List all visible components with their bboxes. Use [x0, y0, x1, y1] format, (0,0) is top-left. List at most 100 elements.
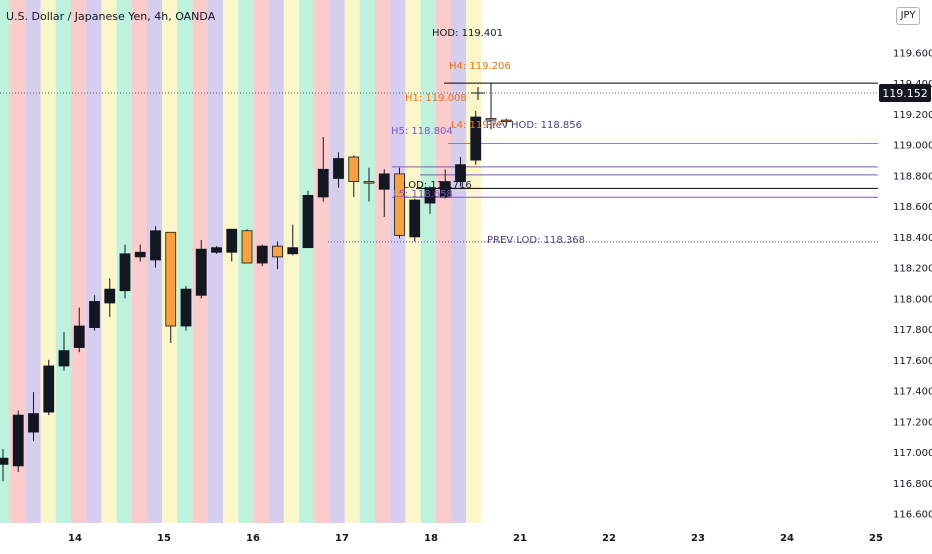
chart-title: U.S. Dollar / Japanese Yen, 4h, OANDA: [6, 10, 216, 23]
candle-body: [226, 228, 238, 253]
session-band: [25, 0, 41, 523]
candle-body: [73, 325, 85, 348]
price-tick-label: 118.200: [893, 264, 932, 275]
candle-body: [165, 231, 177, 327]
price-tick-label: 117.200: [893, 417, 932, 428]
candle-body: [439, 181, 451, 198]
candle-body: [180, 288, 192, 327]
last-price-value: 119.152: [882, 87, 928, 100]
candle-body: [485, 118, 497, 121]
session-band: [283, 0, 299, 523]
price-tick-label: 117.800: [893, 325, 932, 336]
time-tick-label: 14: [68, 533, 82, 544]
price-tick-label: 119.000: [893, 141, 932, 152]
candles: [0, 83, 512, 482]
candle-body: [58, 350, 70, 367]
time-tick-label: 25: [869, 533, 883, 544]
candle-body: [394, 173, 405, 236]
price-tick-label: 119.200: [893, 110, 932, 121]
candle-body: [150, 230, 161, 261]
price-tick-label: 116.800: [893, 479, 932, 490]
price-tick-label: 118.800: [893, 171, 932, 182]
candle-body: [302, 195, 314, 249]
time-tick-label: 15: [157, 533, 171, 544]
candle-body: [256, 245, 268, 264]
level-label: Prev HOD: 118.856: [486, 120, 582, 131]
candle-body: [287, 247, 299, 255]
candle-body: [409, 199, 421, 238]
session-band: [177, 0, 193, 523]
level-label: H5: 118.804: [391, 126, 453, 137]
level-label: LOD: 118.716: [403, 180, 472, 191]
session-band: [390, 0, 406, 523]
session-band: [299, 0, 315, 523]
candle-body: [119, 253, 131, 292]
candle-body: [470, 116, 482, 161]
session-band: [344, 0, 360, 523]
candle-body: [333, 158, 344, 179]
session-bands: [0, 0, 482, 523]
price-tick-label: 116.600: [893, 510, 932, 521]
time-axis: 14 15 16 17 18 21 22 23 24 25: [68, 533, 883, 544]
currency-button[interactable]: JPY: [896, 7, 920, 25]
candle-body: [363, 181, 375, 184]
candle-body: [134, 251, 146, 258]
level-label: L5: 118.658: [393, 189, 453, 200]
session-band: [0, 0, 11, 523]
candle-body: [272, 245, 283, 258]
session-band: [101, 0, 117, 523]
level-label: H1: 119.008: [405, 93, 467, 104]
session-band: [435, 0, 451, 523]
candle-body: [348, 156, 360, 182]
level-annotation: L4: 119.??: [451, 120, 502, 131]
level-annotation: H4: 119.206: [449, 61, 511, 72]
session-band: [329, 0, 345, 523]
session-band: [223, 0, 239, 523]
level-label: HOD: 119.401: [432, 28, 503, 39]
price-tick-label: 118.000: [893, 294, 932, 305]
candle-body: [378, 173, 390, 190]
session-band: [405, 0, 421, 523]
session-band: [86, 0, 102, 523]
level-lines: [328, 82, 878, 243]
price-tick-label: 118.600: [893, 202, 932, 213]
price-tick-label: 117.400: [893, 387, 932, 398]
session-band: [131, 0, 147, 523]
time-tick-label: 17: [335, 533, 349, 544]
session-band: [40, 0, 56, 523]
price-tick-label: 117.000: [893, 448, 932, 459]
session-band: [10, 0, 26, 523]
price-tick-label: 117.600: [893, 356, 932, 367]
last-price-badge: [879, 84, 931, 102]
session-band: [207, 0, 223, 523]
time-tick-label: 21: [513, 533, 527, 544]
level-label: PREV LOD: 118.368: [487, 235, 585, 246]
candle-body: [104, 288, 116, 304]
session-band: [147, 0, 163, 523]
session-band: [375, 0, 391, 523]
candle-body: [0, 457, 9, 465]
session-band: [314, 0, 330, 523]
candle-body: [195, 248, 207, 296]
candle-body: [28, 413, 39, 433]
time-tick-label: 16: [246, 533, 260, 544]
time-tick-label: 18: [424, 533, 438, 544]
price-tick-label: 119.600: [893, 49, 932, 60]
session-band: [268, 0, 284, 523]
session-band: [420, 0, 436, 523]
level-labels: HOD: 119.401 H1: 119.008 Prev HOD: 118.856…: [391, 28, 585, 246]
session-band: [451, 0, 467, 523]
price-axis: 116.600 116.800 117.000 117.200 117.400 117.6…: [893, 49, 932, 521]
candle-body: [211, 247, 222, 253]
candle-body: [43, 365, 55, 413]
price-tick-label: 118.400: [893, 233, 932, 244]
time-tick-label: 22: [602, 533, 616, 544]
time-tick-label: 23: [691, 533, 705, 544]
candle-body: [455, 164, 466, 182]
session-band: [466, 0, 482, 523]
candle-body: [89, 301, 100, 328]
candle-body: [241, 230, 253, 264]
session-band: [55, 0, 71, 523]
